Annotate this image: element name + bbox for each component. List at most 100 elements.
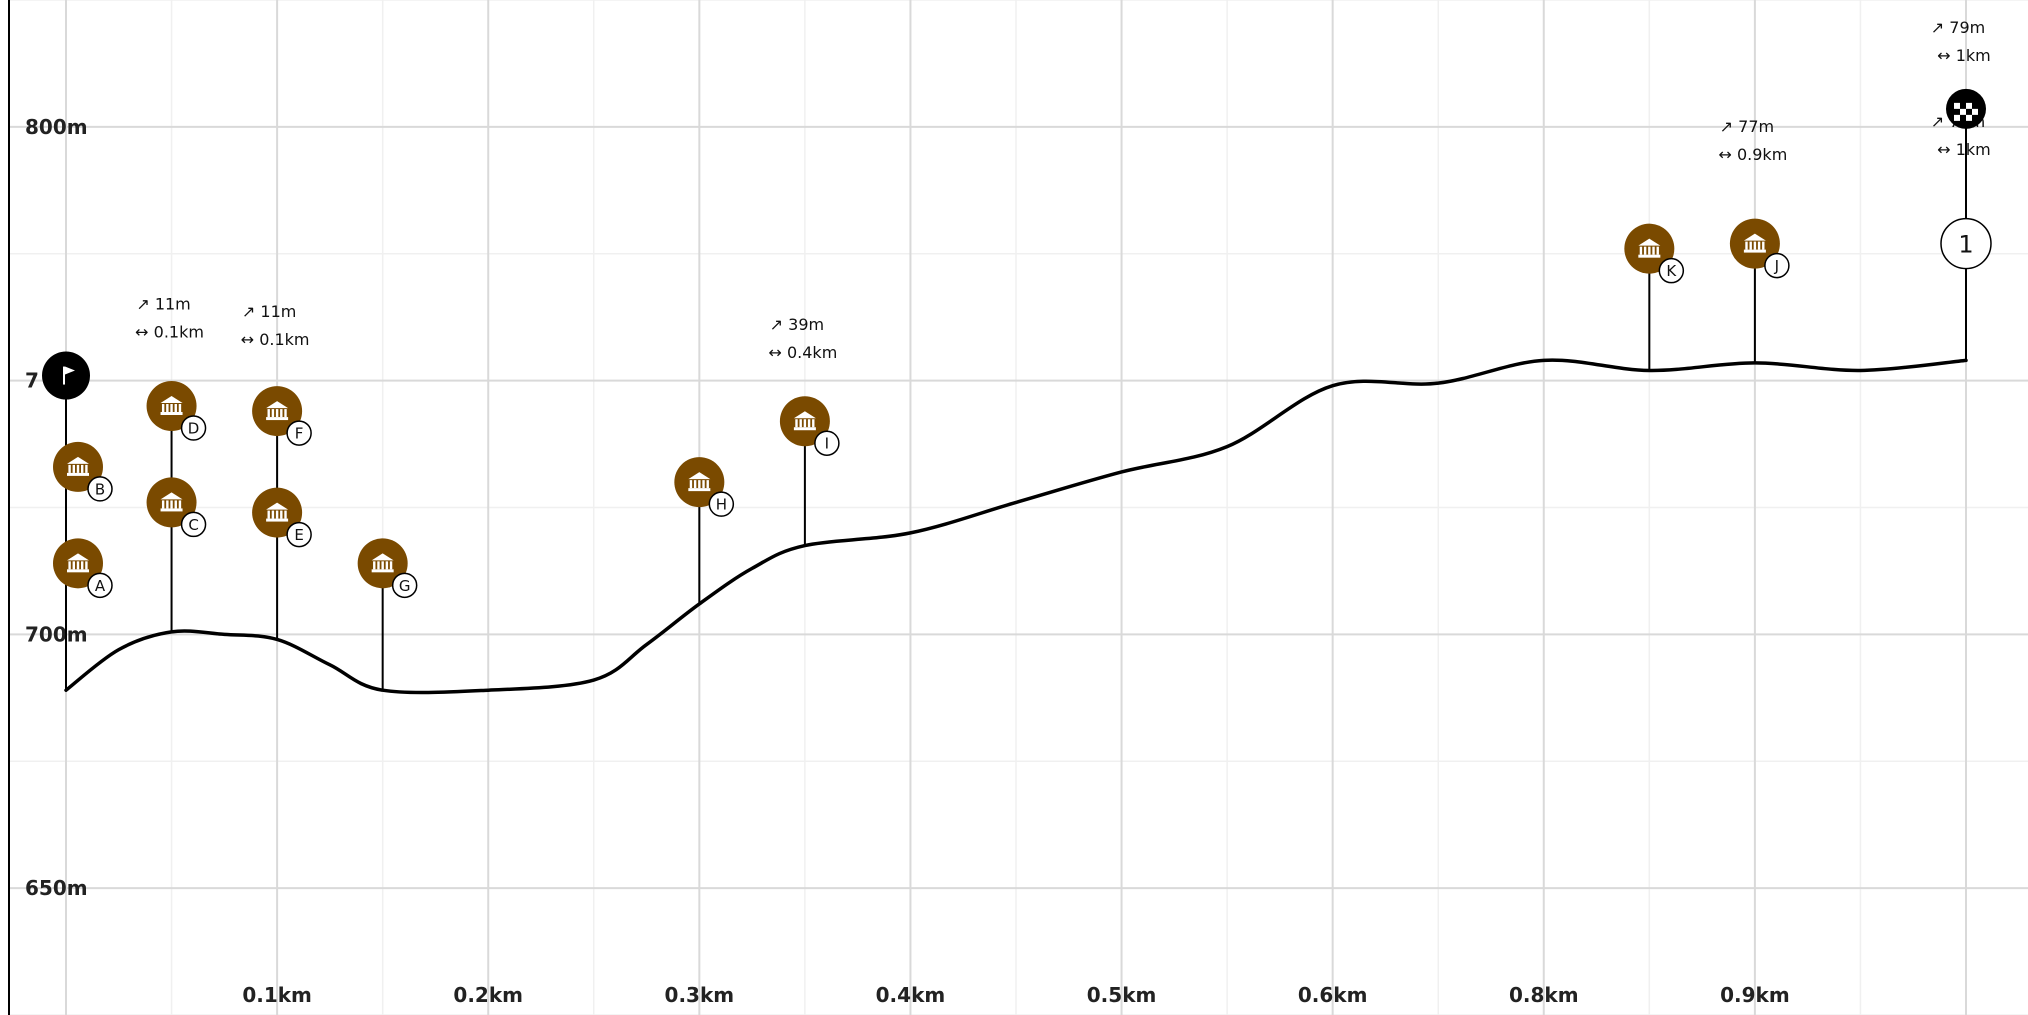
bank-column <box>81 464 84 473</box>
stat-distance: ↔ 0.9km <box>1718 145 1787 164</box>
bank-icon <box>371 553 394 573</box>
bank-icon <box>1638 238 1661 258</box>
stat-climb: ↗ 11m <box>242 302 296 321</box>
x-tick-label: 0.6km <box>1298 983 1368 1007</box>
bank-icon <box>160 396 183 415</box>
bank-icon <box>67 553 89 573</box>
checker-cell <box>1954 114 1960 121</box>
bank-column <box>68 561 71 570</box>
y-tick-label: 700m <box>25 622 88 646</box>
bank-roof <box>793 411 816 419</box>
bank-roof <box>160 396 183 403</box>
bank-column <box>1643 246 1647 255</box>
poi-marker-d: D <box>146 381 207 441</box>
bank-roof <box>371 553 394 561</box>
poi-badge-label: E <box>294 526 303 544</box>
minor-gridlines <box>10 0 2028 1015</box>
bank-roof <box>1638 238 1661 246</box>
poi-badge <box>87 572 113 599</box>
bank-column <box>280 510 283 519</box>
x-tick-label: 0.9km <box>1720 983 1790 1007</box>
poi-marker-b: B <box>53 441 113 502</box>
start-marker-circle <box>42 351 90 400</box>
poi-badge-label: A <box>95 577 106 595</box>
flag-icon <box>63 366 75 385</box>
bank-icon <box>266 401 289 421</box>
poi-badge <box>708 491 735 517</box>
bank-base <box>160 412 183 415</box>
poi-badge-label: G <box>399 577 411 595</box>
bank-base <box>160 508 183 512</box>
bank-column <box>178 404 182 412</box>
bank-column <box>174 500 177 509</box>
bank-column <box>275 409 279 418</box>
bank-icon <box>1743 233 1766 253</box>
bank-column <box>284 409 287 418</box>
stat-distance: ↔ 1km <box>1937 140 1991 159</box>
bank-base <box>67 472 89 476</box>
bank-column <box>76 464 80 473</box>
bank-column <box>377 561 380 570</box>
poi-marker-h: H <box>674 457 735 517</box>
bank-column <box>706 480 709 489</box>
bank-roof <box>266 502 289 510</box>
bank-base <box>371 569 394 573</box>
bank-column <box>271 510 275 519</box>
bank-column <box>275 510 279 519</box>
bank-base <box>688 488 711 492</box>
y-tick-label: 800m <box>25 115 88 139</box>
bank-column <box>72 464 75 473</box>
stat-climb: ↗ 79m <box>1931 18 1985 37</box>
flag-pole <box>63 366 65 385</box>
bank-column <box>1745 241 1748 250</box>
bank-column <box>803 419 807 428</box>
bank-column <box>1648 246 1651 255</box>
bank-icon <box>793 411 816 431</box>
bank-roof <box>67 553 89 561</box>
poi-marker-e: E <box>252 487 312 548</box>
bank-base <box>1638 254 1661 258</box>
checker-cell <box>1972 108 1978 115</box>
bank-roof <box>160 492 183 500</box>
bank-column <box>85 561 88 570</box>
poi-badge-label: D <box>188 420 200 438</box>
bank-column <box>174 404 177 412</box>
elevation-profile-line <box>64 358 1968 695</box>
segment-stats: ↗ 11m ↔ 0.1km ↗ 11m ↔ 0.1km ↗ 39m ↔ 0.4km ↗ 77… <box>135 18 1991 362</box>
poi-badge-label: C <box>188 516 198 534</box>
bank-column <box>161 404 165 412</box>
bank-column <box>178 500 182 509</box>
bank-column <box>381 561 384 570</box>
poi-badge <box>391 572 418 599</box>
poi-marker-c: C <box>146 477 207 538</box>
poi-badge-label: I <box>825 435 829 453</box>
bank-column <box>1753 241 1757 250</box>
poi-marker-k: K <box>1624 223 1685 284</box>
x-tick-label: 0.4km <box>876 983 946 1007</box>
bank-base <box>1743 249 1766 253</box>
bank-column <box>689 480 693 489</box>
bank-column <box>280 409 283 418</box>
bank-column <box>161 500 165 509</box>
bank-column <box>166 404 169 412</box>
x-tick-label: 0.8km <box>1509 983 1579 1007</box>
bank-base <box>266 417 289 421</box>
stat-distance: ↔ 0.4km <box>768 343 837 362</box>
bank-roof <box>688 472 711 480</box>
checker-cell <box>1954 102 1960 109</box>
bank-base <box>266 518 289 522</box>
start-marker <box>42 351 90 400</box>
waypoint-circle <box>1940 217 1992 270</box>
poi-marker-f: F <box>252 386 312 446</box>
bank-column <box>68 464 71 473</box>
x-tick-label: 0.3km <box>665 983 735 1007</box>
poi-badge <box>1658 257 1685 284</box>
bank-column <box>1762 241 1765 250</box>
bank-column <box>373 561 376 570</box>
poi-markers: A B C D E F G H I K J 1 <box>42 88 1992 599</box>
stat-distance: ↔ 0.1km <box>135 323 204 342</box>
poi-badge-label: F <box>295 425 304 443</box>
bank-base <box>793 427 816 431</box>
stat-distance: ↔ 1km <box>1937 46 1991 65</box>
